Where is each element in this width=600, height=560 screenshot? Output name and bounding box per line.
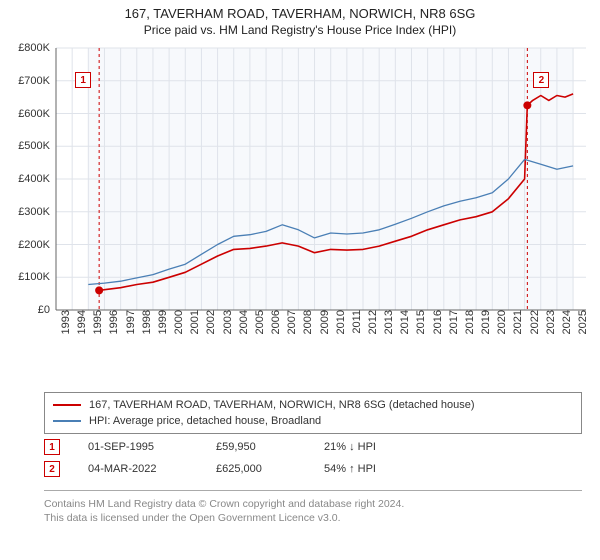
legend-label: HPI: Average price, detached house, Broa… [89,415,321,427]
x-tick-label: 2001 [189,310,201,350]
x-tick-label: 2006 [270,310,282,350]
title-block: 167, TAVERHAM ROAD, TAVERHAM, NORWICH, N… [0,0,600,37]
x-tick-label: 2013 [383,310,395,350]
y-tick-label: £200K [0,239,50,251]
x-tick-label: 2019 [480,310,492,350]
x-tick-label: 2018 [464,310,476,350]
y-tick-label: £500K [0,140,50,152]
x-tick-label: 2009 [319,310,331,350]
x-tick-label: 2000 [173,310,185,350]
x-tick-label: 1999 [157,310,169,350]
chart-area: £0£100K£200K£300K£400K£500K£600K£700K£80… [8,44,590,384]
x-tick-label: 1997 [125,310,137,350]
y-tick-label: £100K [0,271,50,283]
x-tick-label: 1994 [76,310,88,350]
marker-badge: 1 [44,439,60,455]
chart-marker-badge-2: 2 [533,72,549,88]
footer-line-2: This data is licensed under the Open Gov… [44,511,582,525]
marker-table: 1 01-SEP-1995 £59,950 21% ↓ HPI 2 04-MAR-2022… [44,436,582,480]
x-tick-label: 2021 [512,310,524,350]
x-tick-label: 2024 [561,310,573,350]
x-tick-label: 2012 [367,310,379,350]
chart-title-address: 167, TAVERHAM ROAD, TAVERHAM, NORWICH, N… [0,6,600,21]
y-tick-label: £800K [0,42,50,54]
x-tick-label: 2005 [254,310,266,350]
marker-date: 04-MAR-2022 [88,463,188,475]
marker-date: 01-SEP-1995 [88,441,188,453]
marker-price: £625,000 [216,463,296,475]
x-tick-label: 2017 [448,310,460,350]
y-tick-label: £700K [0,75,50,87]
legend-item: 167, TAVERHAM ROAD, TAVERHAM, NORWICH, N… [53,397,573,413]
x-tick-label: 2025 [577,310,589,350]
x-tick-label: 2003 [222,310,234,350]
legend-label: 167, TAVERHAM ROAD, TAVERHAM, NORWICH, N… [89,399,475,411]
marker-price: £59,950 [216,441,296,453]
x-tick-label: 1995 [92,310,104,350]
marker-hpi-delta: 54% ↑ HPI [324,463,424,475]
legend-item: HPI: Average price, detached house, Broa… [53,413,573,429]
x-tick-label: 2014 [399,310,411,350]
chart-subtitle: Price paid vs. HM Land Registry's House … [0,23,600,37]
chart-container: 167, TAVERHAM ROAD, TAVERHAM, NORWICH, N… [0,0,600,560]
x-tick-label: 2007 [286,310,298,350]
x-tick-label: 1996 [108,310,120,350]
x-tick-label: 2016 [432,310,444,350]
x-tick-label: 1998 [141,310,153,350]
marker-badge: 2 [44,461,60,477]
marker-hpi-delta: 21% ↓ HPI [324,441,424,453]
x-tick-label: 2015 [415,310,427,350]
x-tick-label: 2008 [302,310,314,350]
y-tick-label: £0 [0,304,50,316]
x-tick-label: 2023 [545,310,557,350]
marker-table-row: 2 04-MAR-2022 £625,000 54% ↑ HPI [44,458,582,480]
y-tick-label: £600K [0,108,50,120]
legend-swatch [53,420,81,422]
x-tick-label: 2004 [238,310,250,350]
legend: 167, TAVERHAM ROAD, TAVERHAM, NORWICH, N… [44,392,582,434]
x-tick-label: 2020 [496,310,508,350]
footer-line-1: Contains HM Land Registry data © Crown c… [44,497,582,511]
x-tick-label: 2022 [529,310,541,350]
x-tick-label: 2002 [205,310,217,350]
x-tick-label: 2010 [335,310,347,350]
x-tick-label: 2011 [351,310,363,350]
chart-marker-badge-1: 1 [75,72,91,88]
y-tick-label: £400K [0,173,50,185]
y-tick-label: £300K [0,206,50,218]
legend-swatch [53,404,81,407]
footer-attribution: Contains HM Land Registry data © Crown c… [44,490,582,525]
x-tick-label: 1993 [60,310,72,350]
marker-table-row: 1 01-SEP-1995 £59,950 21% ↓ HPI [44,436,582,458]
